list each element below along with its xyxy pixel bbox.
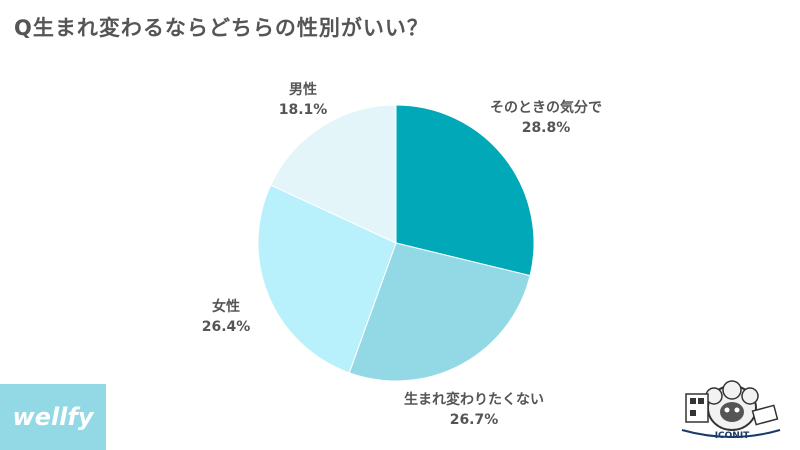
slice-name: 生まれ変わりたくない: [404, 392, 544, 408]
slice-percent: 26.7%: [449, 412, 499, 428]
slice-percent: 18.1%: [278, 102, 328, 118]
slice-no-rebirth: [348, 242, 531, 382]
slice-percent: 26.4%: [201, 319, 251, 335]
slice-name: 男性: [288, 82, 317, 98]
slice-male: [270, 104, 397, 244]
chart-title: Q生まれ変わるならどちらの性別がいい？: [14, 16, 429, 40]
slice-name: そのときの気分で: [490, 100, 602, 116]
wellfy-logo: wellfy: [0, 384, 106, 450]
iconit-logo-text: ICONIT: [715, 431, 750, 441]
wellfy-logo-text: wellfy: [12, 403, 94, 431]
slice-percent: 28.8%: [521, 120, 571, 136]
slice-female: [257, 184, 397, 374]
slice-label-feeling: そのときの気分で 28.8%: [490, 98, 602, 138]
slice-label-male: 男性 18.1%: [279, 80, 328, 120]
slice-feeling: [395, 104, 535, 277]
iconit-logo: ICONIT: [681, 380, 781, 441]
slice-label-female: 女性 26.4%: [202, 297, 251, 337]
slice-label-no-rebirth: 生まれ変わりたくない 26.7%: [404, 390, 544, 430]
slice-name: 女性: [211, 299, 240, 315]
